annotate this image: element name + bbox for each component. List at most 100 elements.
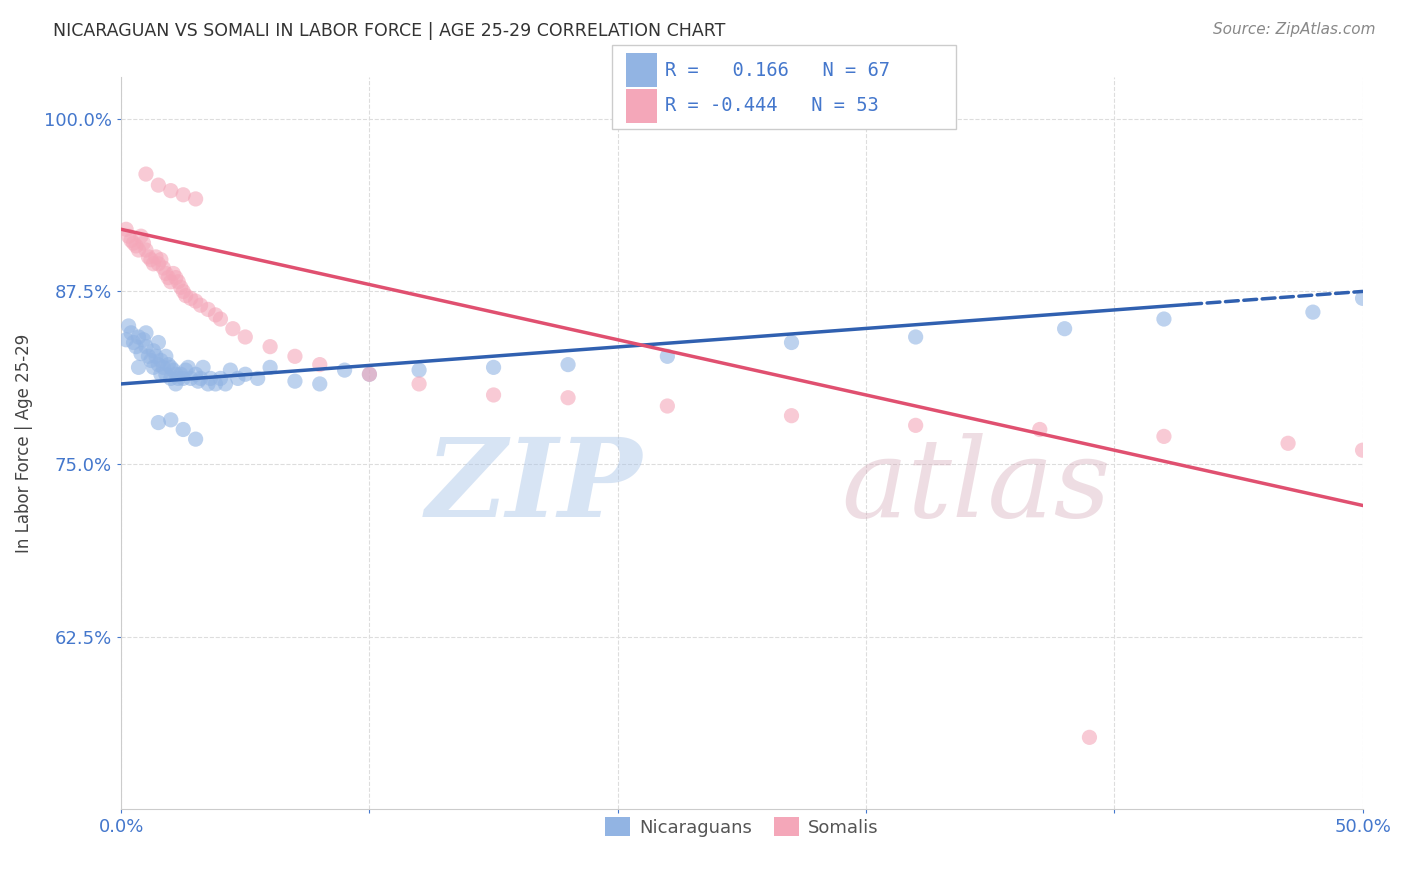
Point	[139, 353, 162, 368]
Point	[129, 229, 152, 244]
Point	[152, 360, 174, 375]
Point	[177, 360, 200, 375]
Point	[122, 236, 145, 251]
Point	[1153, 312, 1175, 326]
Point	[197, 302, 219, 317]
Point	[184, 192, 207, 206]
Point	[148, 257, 170, 271]
Point	[904, 330, 927, 344]
Point	[1277, 436, 1299, 450]
Point	[209, 371, 232, 385]
Point	[1351, 443, 1374, 458]
Point	[184, 368, 207, 382]
Point	[159, 371, 181, 385]
Point	[165, 376, 187, 391]
Point	[191, 360, 214, 375]
Point	[120, 233, 142, 247]
Point	[142, 360, 165, 375]
Point	[174, 363, 197, 377]
Point	[1302, 305, 1324, 319]
Point	[214, 376, 236, 391]
Text: NICARAGUAN VS SOMALI IN LABOR FORCE | AGE 25-29 CORRELATION CHART: NICARAGUAN VS SOMALI IN LABOR FORCE | AG…	[53, 22, 725, 40]
Point	[117, 229, 139, 244]
Point	[149, 368, 172, 382]
Point	[780, 409, 803, 423]
Point	[180, 371, 202, 385]
Point	[780, 335, 803, 350]
Point	[135, 167, 157, 181]
Text: ZIP: ZIP	[426, 434, 643, 541]
Point	[120, 326, 142, 340]
Point	[138, 250, 160, 264]
Point	[165, 368, 187, 382]
Point	[308, 376, 330, 391]
Point	[1029, 422, 1052, 436]
Point	[190, 298, 212, 312]
Point	[125, 239, 148, 253]
Point	[187, 374, 209, 388]
Point	[159, 413, 181, 427]
Point	[132, 236, 155, 251]
Point	[308, 358, 330, 372]
Point	[148, 416, 170, 430]
Point	[233, 330, 256, 344]
Point	[135, 340, 157, 354]
Point	[129, 346, 152, 360]
Point	[284, 349, 307, 363]
Point	[557, 358, 579, 372]
Point	[259, 340, 281, 354]
Point	[209, 312, 232, 326]
Point	[170, 280, 193, 294]
Point	[359, 368, 381, 382]
Point	[165, 270, 187, 285]
Point	[115, 333, 138, 347]
Point	[155, 267, 177, 281]
Point	[226, 371, 249, 385]
Point	[159, 184, 181, 198]
Point	[139, 252, 162, 267]
Point	[1078, 731, 1101, 745]
Point	[284, 374, 307, 388]
Point	[197, 376, 219, 391]
Point	[246, 371, 269, 385]
Point	[145, 250, 167, 264]
Point	[172, 187, 194, 202]
Point	[155, 368, 177, 382]
Point	[138, 349, 160, 363]
Point	[159, 360, 181, 375]
Point	[557, 391, 579, 405]
Point	[184, 432, 207, 446]
Point	[190, 371, 212, 385]
Point	[148, 178, 170, 193]
Point	[157, 358, 180, 372]
Point	[1153, 429, 1175, 443]
Point	[148, 335, 170, 350]
Point	[408, 376, 430, 391]
Point	[1351, 291, 1374, 305]
Point	[142, 343, 165, 358]
Point	[128, 243, 150, 257]
Point	[167, 275, 190, 289]
Point	[149, 252, 172, 267]
Point	[115, 222, 138, 236]
Point	[162, 267, 184, 281]
Point	[172, 285, 194, 299]
Point	[172, 422, 194, 436]
Point	[904, 418, 927, 433]
Legend: Nicaraguans, Somalis: Nicaraguans, Somalis	[598, 810, 886, 844]
Point	[149, 353, 172, 368]
Point	[128, 330, 150, 344]
Point	[482, 388, 505, 402]
Point	[408, 363, 430, 377]
Point	[155, 349, 177, 363]
Point	[170, 368, 193, 382]
Point	[174, 288, 197, 302]
Point	[172, 371, 194, 385]
Point	[482, 360, 505, 375]
Point	[162, 363, 184, 377]
Point	[200, 371, 222, 385]
Point	[657, 399, 679, 413]
Point	[157, 270, 180, 285]
Point	[204, 376, 226, 391]
Point	[132, 333, 155, 347]
